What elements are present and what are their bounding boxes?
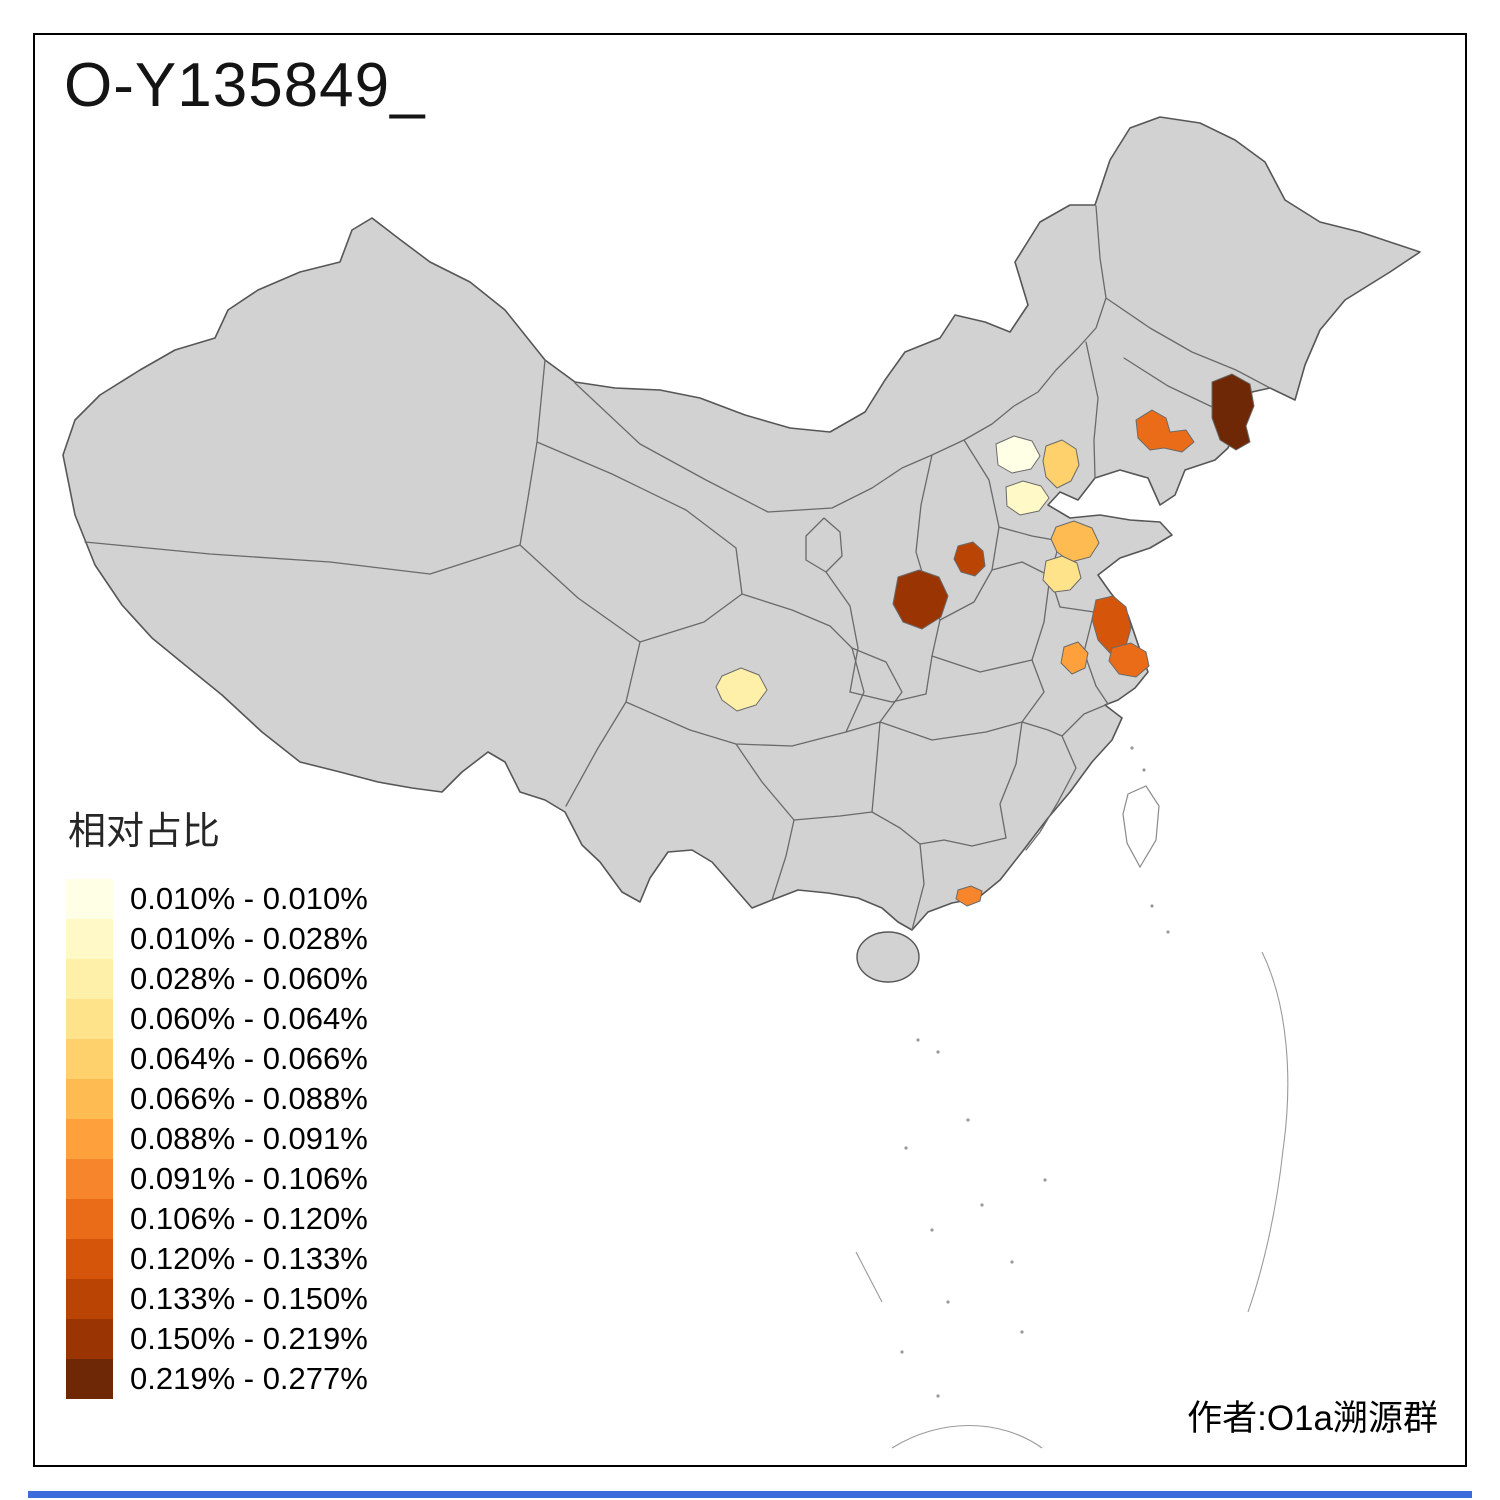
legend-label: 0.064% - 0.066% xyxy=(130,1041,368,1076)
legend-label: 0.120% - 0.133% xyxy=(130,1241,368,1276)
province-borders xyxy=(84,205,1271,931)
map-region-2 xyxy=(1135,409,1195,453)
legend-item: 0.028% - 0.060% xyxy=(66,959,368,999)
legend-item: 0.010% - 0.028% xyxy=(66,919,368,959)
map-region-5 xyxy=(1005,480,1050,516)
legend-label: 0.088% - 0.091% xyxy=(130,1121,368,1156)
map-region-14 xyxy=(955,885,983,907)
page-title: O-Y135849_ xyxy=(64,51,426,120)
map-region-9 xyxy=(892,569,949,630)
legend-swatch xyxy=(66,1319,113,1359)
legend-title: 相对占比 xyxy=(68,811,221,853)
legend-item: 0.150% - 0.219% xyxy=(66,1319,368,1359)
legend-label: 0.091% - 0.106% xyxy=(130,1161,368,1196)
legend-swatch xyxy=(66,1279,113,1319)
legend-label: 0.010% - 0.028% xyxy=(130,921,368,956)
legend-swatch xyxy=(66,1119,113,1159)
legend-item: 0.066% - 0.088% xyxy=(66,1079,368,1119)
map-region-12 xyxy=(1060,641,1089,675)
taiwan-island xyxy=(1122,785,1160,869)
legend-item: 0.091% - 0.106% xyxy=(66,1159,368,1199)
legend-item: 0.060% - 0.064% xyxy=(66,999,368,1039)
highlighted-regions xyxy=(715,373,1255,907)
legend-item: 0.064% - 0.066% xyxy=(66,1039,368,1079)
legend-item: 0.120% - 0.133% xyxy=(66,1239,368,1279)
legend-swatch xyxy=(66,1199,113,1239)
legend-item: 0.010% - 0.010% xyxy=(66,879,368,919)
sea-islands xyxy=(855,951,1289,1449)
legend-swatch xyxy=(66,879,113,919)
china-mainland xyxy=(62,116,1421,931)
map-region-1 xyxy=(1211,373,1255,451)
author-credit: 作者:O1a溯源群 xyxy=(1187,1399,1438,1438)
legend-item: 0.106% - 0.120% xyxy=(66,1199,368,1239)
legend-label: 0.028% - 0.060% xyxy=(130,961,368,996)
legend-swatch xyxy=(66,999,113,1039)
legend-swatch xyxy=(66,1159,113,1199)
map-region-4 xyxy=(1042,439,1080,489)
hainan-island xyxy=(856,931,920,983)
legend-label: 0.150% - 0.219% xyxy=(130,1321,368,1356)
legend-label: 0.010% - 0.010% xyxy=(130,881,368,916)
legend-item: 0.088% - 0.091% xyxy=(66,1119,368,1159)
plot-border xyxy=(33,33,1467,1467)
legend-item: 0.133% - 0.150% xyxy=(66,1279,368,1319)
islet-dots xyxy=(900,746,1170,1398)
legend-swatch xyxy=(66,959,113,999)
map-region-3 xyxy=(995,435,1041,474)
legend-swatch xyxy=(66,1359,113,1399)
map-region-11 xyxy=(1108,642,1150,678)
bottom-accent-bar xyxy=(28,1491,1472,1498)
legend-swatch xyxy=(66,1239,113,1279)
legend-label: 0.066% - 0.088% xyxy=(130,1081,368,1116)
legend-item: 0.219% - 0.277% xyxy=(66,1359,368,1399)
legend-label: 0.060% - 0.064% xyxy=(130,1001,368,1036)
map-region-7 xyxy=(1042,555,1082,593)
map-region-13 xyxy=(715,667,768,712)
legend-swatch xyxy=(66,1079,113,1119)
legend-label: 0.219% - 0.277% xyxy=(130,1361,368,1396)
legend: 相对占比 0.010% - 0.010% 0.010% - 0.028% 0.0… xyxy=(66,800,368,1399)
map-region-6 xyxy=(1050,520,1100,563)
map-region-8 xyxy=(953,541,986,577)
legend-label: 0.133% - 0.150% xyxy=(130,1281,368,1316)
legend-label: 0.106% - 0.120% xyxy=(130,1201,368,1236)
legend-swatch xyxy=(66,1039,113,1079)
legend-swatch xyxy=(66,919,113,959)
